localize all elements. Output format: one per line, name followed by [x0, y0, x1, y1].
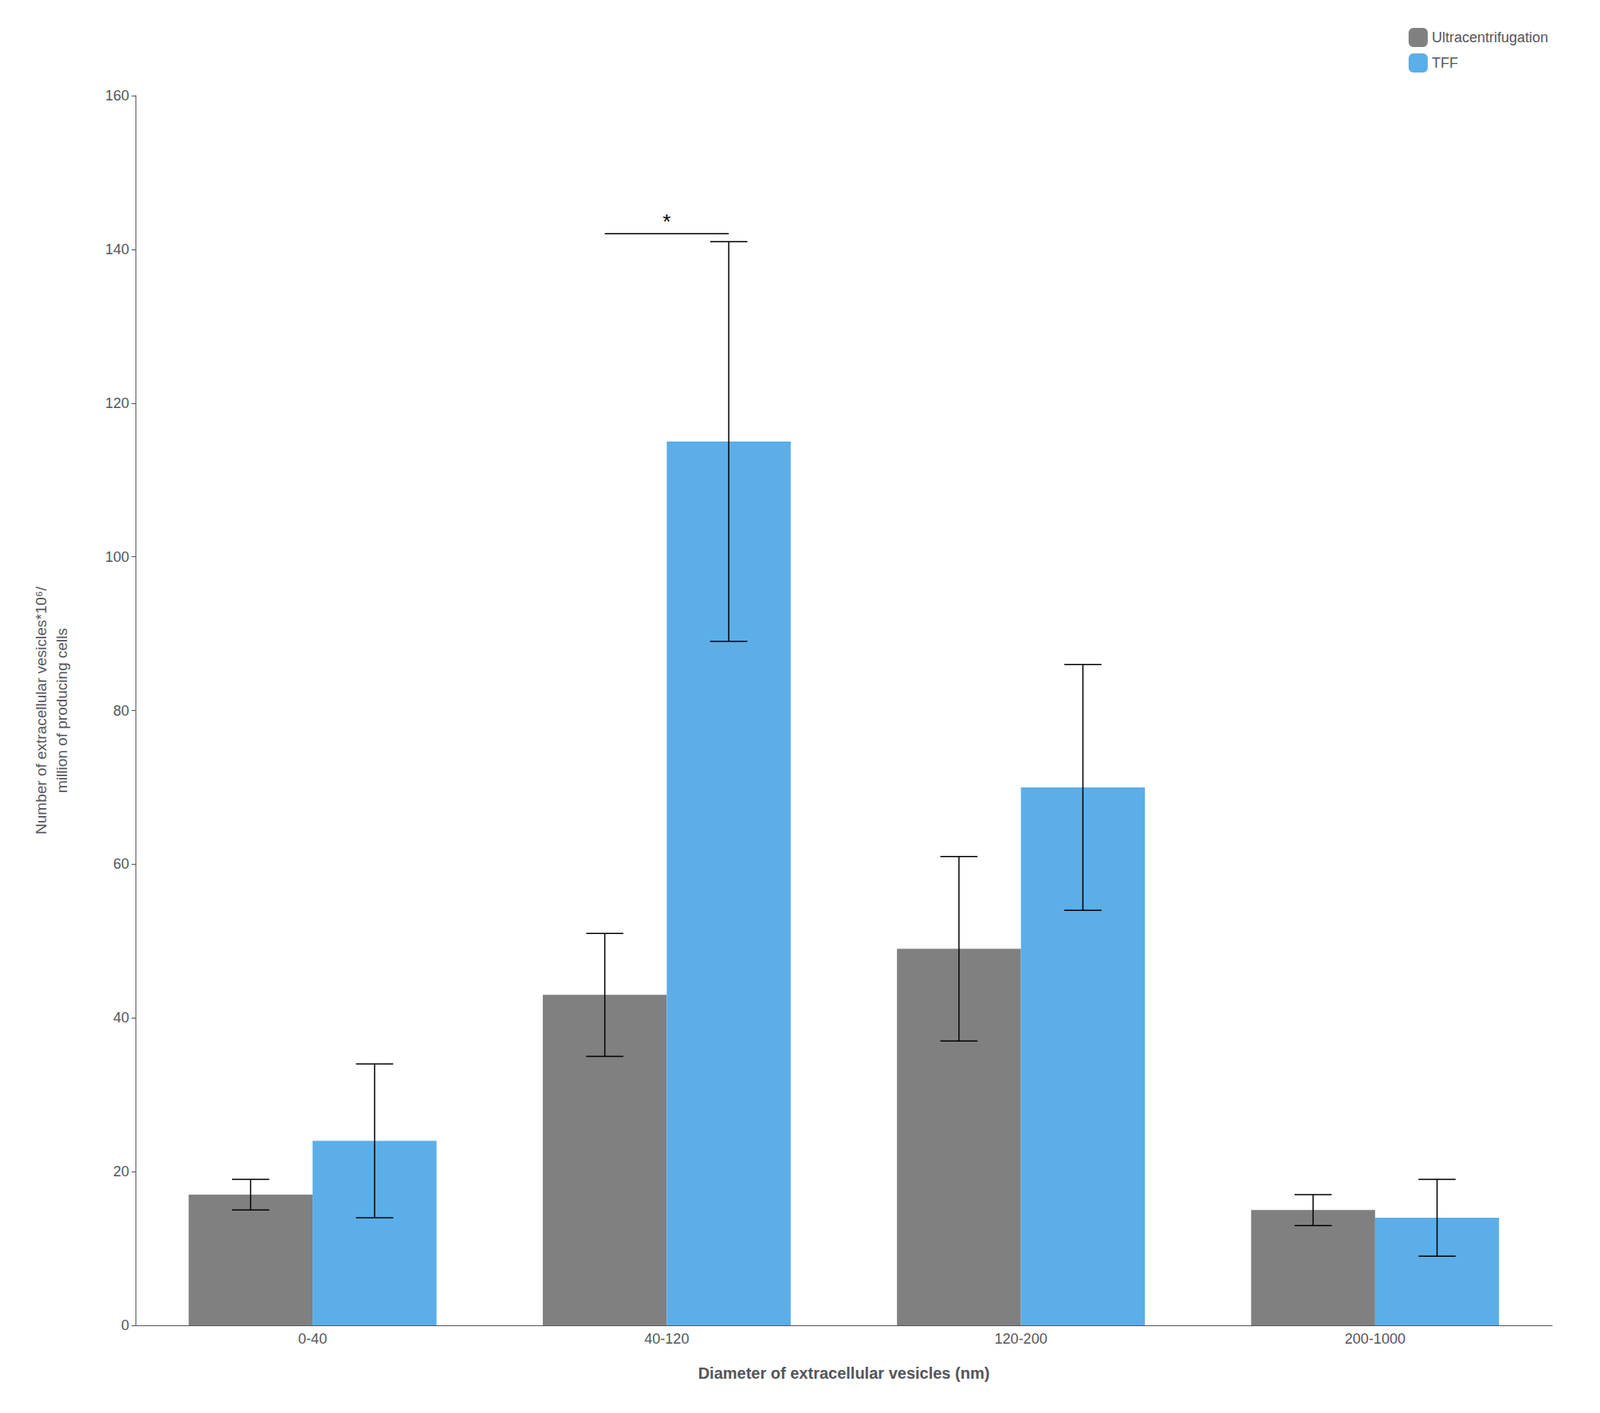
svg-text:200-1000: 200-1000	[1344, 1331, 1406, 1348]
svg-text:Number of extracellular vesicl: Number of extracellular vesicles*10⁶/	[32, 585, 50, 835]
svg-text:TFF: TFF	[1431, 55, 1459, 71]
svg-text:40-120: 40-120	[644, 1331, 689, 1348]
svg-text:20: 20	[113, 1163, 130, 1180]
svg-text:0-40: 0-40	[298, 1331, 327, 1348]
svg-text:0: 0	[121, 1317, 130, 1334]
svg-text:Diameter of extracellular vesi: Diameter of extracellular vesicles (nm)	[698, 1364, 991, 1383]
svg-text:160: 160	[105, 87, 130, 104]
svg-text:40: 40	[113, 1010, 130, 1027]
svg-text:Ultracentrifugation: Ultracentrifugation	[1431, 29, 1549, 46]
svg-text:100: 100	[105, 549, 130, 566]
svg-text:80: 80	[113, 703, 130, 720]
svg-text:million of producing cells: million of producing cells	[53, 628, 71, 794]
svg-text:140: 140	[105, 241, 130, 258]
svg-text:*: *	[662, 209, 671, 234]
svg-text:120: 120	[105, 395, 130, 412]
svg-text:120-200: 120-200	[994, 1331, 1048, 1348]
svg-text:60: 60	[113, 856, 130, 873]
